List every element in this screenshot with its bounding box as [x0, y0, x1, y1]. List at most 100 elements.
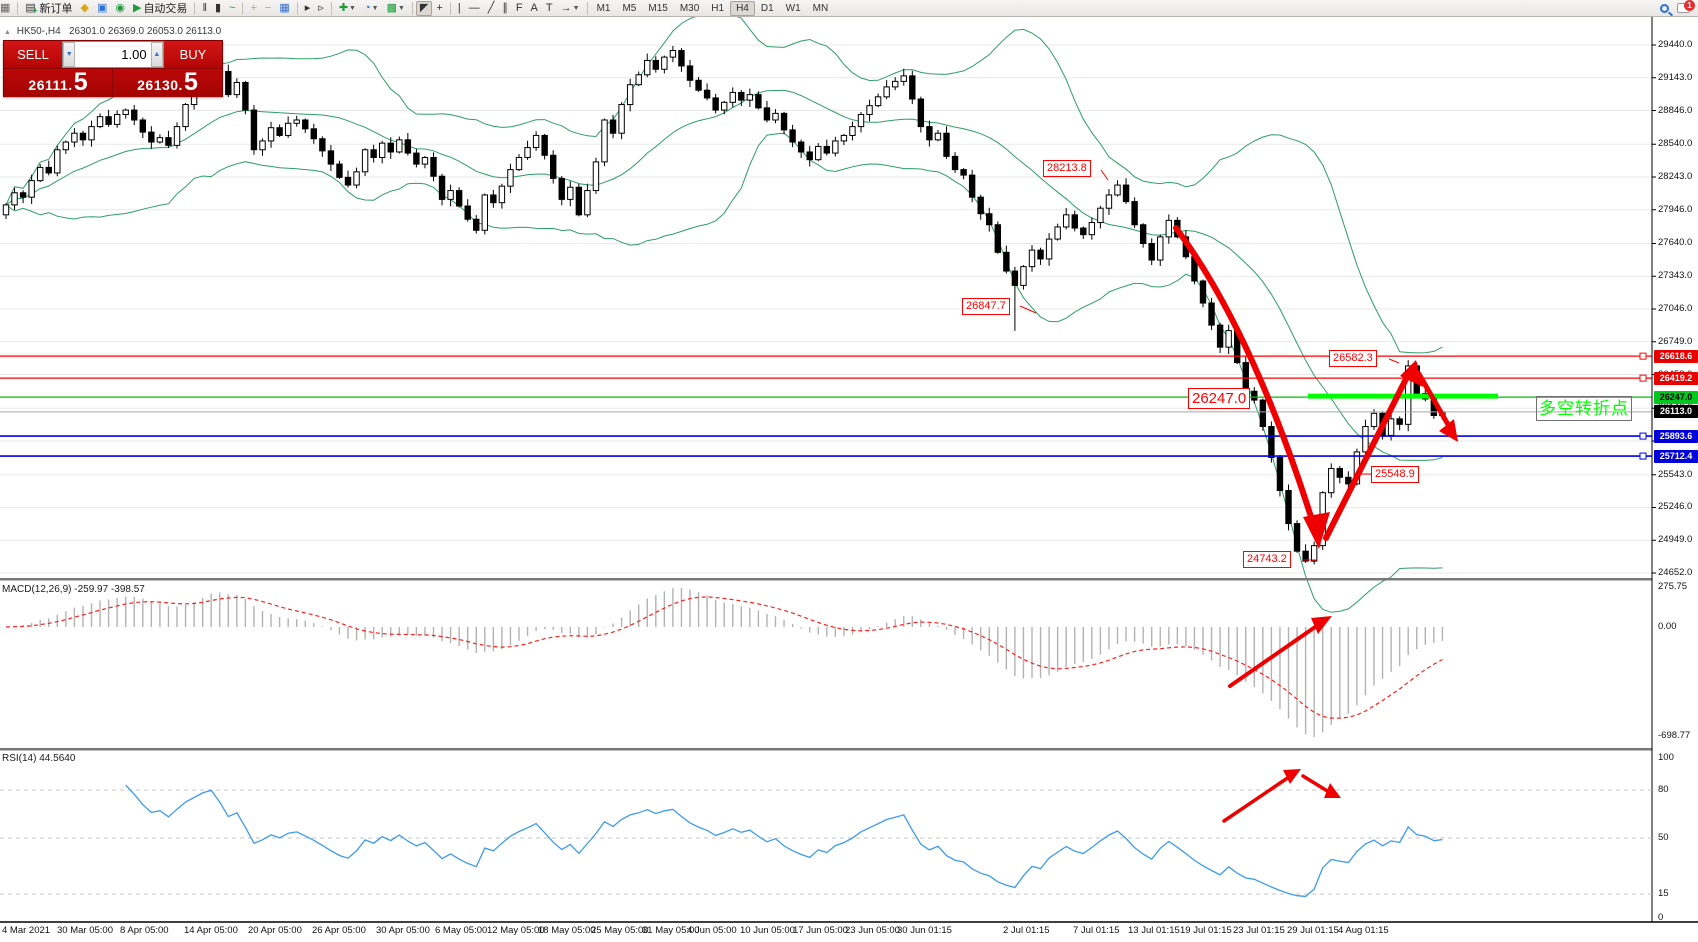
timeframe-m15[interactable]: M15 — [648, 2, 668, 14]
candlestick-chart-button[interactable]: ▮ — [211, 1, 225, 16]
volume-input[interactable] — [75, 42, 151, 67]
timeframe-mn[interactable]: MN — [812, 2, 829, 14]
chart-shift-button[interactable]: ▹ — [314, 1, 328, 16]
auto-trading-button[interactable]: ▶ 自动交易 — [129, 1, 191, 16]
time-axis-label: 23 Jul 01:15 — [1233, 925, 1285, 936]
price-annotation-label[interactable]: 26847.7 — [962, 298, 1010, 315]
time-axis-label: 23 Jun 05:00 — [845, 925, 900, 936]
bar-chart-button[interactable]: ‖ — [198, 1, 211, 16]
rsi-axis-tick: 50 — [1658, 832, 1669, 843]
price-badge[interactable]: 26247.0 — [1654, 390, 1698, 404]
sell-price[interactable]: 26111. 5 — [4, 69, 113, 97]
candlestick-chart-icon: ▮ — [214, 1, 222, 14]
line-chart-button[interactable]: ~ — [225, 1, 239, 16]
zoom-out-button[interactable]: − — [261, 1, 275, 16]
timeframe-w1[interactable]: W1 — [785, 2, 801, 14]
vertical-line-button[interactable]: | — [454, 1, 465, 16]
chevron-down-icon: ▼ — [572, 4, 580, 12]
fibonacci-button[interactable]: F — [512, 1, 527, 16]
price-annotation-label[interactable]: 24743.2 — [1243, 551, 1291, 568]
time-axis-label: 30 Jun 01:15 — [897, 925, 952, 936]
rsi-indicator-label: RSI(14) 44.5640 — [2, 753, 76, 764]
add-indicator-button[interactable]: ✚ ▼ — [335, 1, 360, 16]
notification-count-badge: 1 — [1684, 0, 1695, 11]
zoom-out-icon: − — [264, 1, 272, 14]
crosshair-button[interactable]: + — [432, 1, 446, 16]
chart-canvas[interactable] — [0, 17, 1698, 942]
zoom-in-button[interactable]: + — [246, 1, 260, 16]
macd-indicator-label: MACD(12,26,9) -259.97 -398.57 — [2, 584, 145, 595]
notifications-icon[interactable]: 1 — [1677, 0, 1695, 13]
timeframe-m30[interactable]: M30 — [679, 2, 700, 14]
tile-windows-button[interactable]: ▦ — [275, 1, 293, 16]
timeframe-m1[interactable]: M1 — [596, 2, 611, 14]
search-icon[interactable] — [1660, 3, 1669, 13]
price-annotation-label[interactable]: 26582.3 — [1329, 350, 1377, 367]
arrows-button[interactable]: → ▼ — [557, 1, 584, 16]
price-axis-tick: 25246.0 — [1658, 501, 1693, 513]
timeframe-h1[interactable]: H1 — [711, 2, 725, 14]
price-annotation-label[interactable]: 25548.9 — [1371, 466, 1419, 483]
sell-button[interactable]: SELL — [4, 41, 62, 68]
toolbar-separator — [586, 1, 588, 15]
channel-icon: ∥ — [502, 1, 508, 14]
signal-button[interactable]: ◉ — [111, 1, 129, 16]
time-axis-label: 4 Mar 2021 — [2, 925, 51, 936]
price-axis-tick: 29143.0 — [1658, 71, 1693, 83]
text-label-icon: T — [545, 1, 553, 14]
price-axis-tick: 27640.0 — [1658, 237, 1693, 249]
time-axis-label: 8 Apr 05:00 — [120, 925, 169, 936]
text-icon: A — [530, 1, 538, 14]
price-annotation-label[interactable]: 28213.8 — [1043, 160, 1091, 177]
volume-increase-button[interactable]: ▲ — [150, 42, 163, 67]
buy-price[interactable]: 26130. 5 — [113, 69, 222, 97]
cursor-icon: ◤ — [419, 1, 429, 14]
text-button[interactable]: A — [527, 1, 542, 16]
toolbar-separator — [411, 1, 413, 15]
fibonacci-icon: F — [515, 1, 523, 14]
auto-scroll-button[interactable]: ▸ — [301, 1, 315, 16]
volume-control: ▼ ▲ — [62, 41, 164, 68]
chart-title: ▲ HK50-,H4 26301.0 26369.0 26053.0 26113… — [4, 26, 221, 37]
turning-point-note[interactable]: 多空转折点 — [1536, 396, 1632, 421]
time-axis-label: 30 Apr 05:00 — [376, 925, 430, 936]
new-order-button[interactable]: ▤ + 新订单 — [21, 1, 76, 16]
timeframe-d1[interactable]: D1 — [760, 2, 774, 14]
time-axis-label: 4 Jun 05:00 — [687, 925, 737, 936]
price-badge[interactable]: 25893.6 — [1654, 429, 1698, 443]
timeframe-m5[interactable]: M5 — [622, 2, 637, 14]
price-badge[interactable]: 26113.0 — [1654, 405, 1698, 419]
zoom-in-icon: + — [250, 1, 257, 14]
price-axis-tick: 28243.0 — [1658, 171, 1693, 182]
text-label-button[interactable]: T — [542, 1, 557, 16]
chart-window[interactable]: ▲ HK50-,H4 26301.0 26369.0 26053.0 26113… — [0, 17, 1698, 942]
price-badge[interactable]: 25712.4 — [1654, 449, 1698, 463]
time-axis-label: 14 Apr 05:00 — [184, 925, 238, 936]
price-axis-tick: 28540.0 — [1658, 138, 1693, 150]
volume-decrease-button[interactable]: ▼ — [63, 42, 76, 67]
buy-button[interactable]: BUY — [164, 41, 222, 68]
time-axis-label: 19 Jul 01:15 — [1180, 925, 1232, 936]
templates-icon: ▩ — [386, 1, 397, 14]
cursor-button[interactable]: ◤ — [415, 0, 433, 16]
price-badge[interactable]: 26618.6 — [1654, 349, 1698, 363]
chart-profiles-button[interactable]: ◆ — [76, 1, 92, 16]
sell-price-main: 26111. — [28, 77, 73, 93]
toolbar-separator — [242, 1, 244, 15]
timeframe-h4[interactable]: H4 — [730, 0, 755, 16]
signal-icon: ◉ — [115, 1, 125, 14]
periods-button[interactable]: ◔ ▼ — [360, 1, 383, 16]
add-indicator-icon: ✚ — [338, 1, 349, 14]
channel-button[interactable]: ∥ — [498, 1, 512, 16]
price-axis-tick: 28846.0 — [1658, 104, 1693, 116]
time-axis-label: 4 Aug 01:15 — [1338, 925, 1389, 936]
price-badge[interactable]: 26419.2 — [1654, 371, 1698, 385]
templates-button[interactable]: ▩ ▼ — [383, 1, 409, 16]
horizontal-line-button[interactable]: ― — [465, 1, 484, 16]
new-chart-button[interactable]: ▦ — [0, 1, 14, 16]
trendline-button[interactable]: ╱ — [484, 1, 499, 16]
bar-chart-icon: ‖ — [202, 1, 207, 14]
price-annotation-label[interactable]: 26247.0 — [1188, 388, 1251, 409]
time-axis-label: 12 May 05:00 — [487, 925, 545, 936]
market-watch-button[interactable]: ▣ — [93, 1, 111, 16]
